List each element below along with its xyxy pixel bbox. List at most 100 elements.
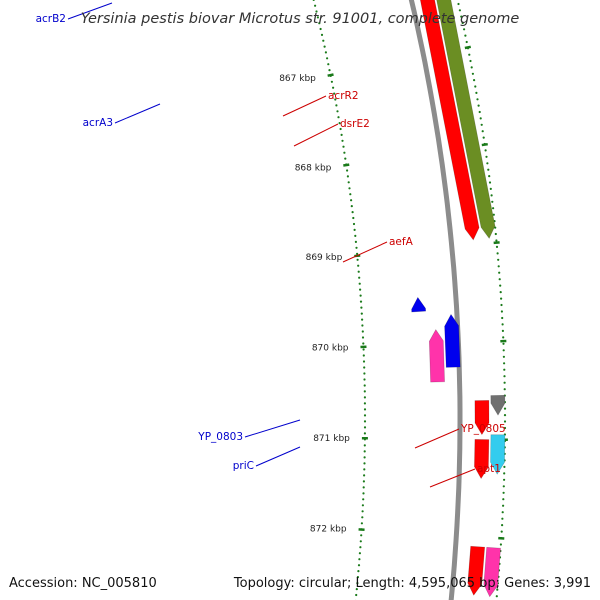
gene-magenta_end[interactable] [483,546,501,598]
gene-red_end[interactable] [467,545,486,596]
inner-ruler-dot [344,157,347,160]
outer-ruler-dot [494,226,497,229]
inner-ruler-dot [346,169,349,172]
inner-ruler-dot [362,480,365,483]
outer-ruler-dot [501,524,504,527]
outer-ruler-dot [500,297,503,300]
inner-ruler-dot [363,366,366,369]
gene-label-dsrE2[interactable]: dsrE2 [340,118,370,130]
inner-ruler-dot [363,444,366,447]
outer-ruler-dot [501,517,504,520]
inner-ruler-dot [349,193,352,196]
outer-ruler-dot [475,91,478,94]
gene-red_small2[interactable] [474,400,490,436]
gene-red_long[interactable] [401,0,480,241]
inner-ruler-dot [363,432,366,435]
outer-ruler-dot [469,59,472,63]
gene-label-priC[interactable]: priC [233,460,254,472]
gene-priC[interactable] [444,313,461,368]
outer-ruler-dot [470,66,473,69]
inner-ruler-dot [363,420,367,423]
inner-ruler-dot [359,540,362,543]
kbp-tick-mark [481,142,488,147]
outer-ruler-dot [502,355,505,358]
kbp-tick-label: 872 kbp [310,525,347,535]
inner-ruler-dot [357,564,361,567]
inner-ruler-dot [315,10,318,13]
outer-ruler-dot [476,98,479,101]
inner-ruler-dot [361,324,364,327]
inner-ruler-dot [348,187,351,190]
kbp-tick-mark [464,45,471,50]
outer-ruler-dot [496,252,499,255]
outer-ruler-dot [479,117,482,120]
gene-label-acrA3[interactable]: acrA3 [83,117,113,129]
inner-ruler-dot [362,498,365,501]
inner-ruler-dot [359,546,362,549]
inner-ruler-dot [358,276,361,279]
inner-ruler-dot [363,456,366,459]
gene-YP_0805[interactable] [490,394,506,416]
outer-ruler-dot [499,291,502,294]
outer-ruler-dot [499,284,502,287]
kbp-tick-mark [493,241,500,245]
outer-ruler-dot [502,336,505,339]
inner-ruler-dot [358,282,361,285]
outer-ruler-dot [500,303,503,307]
inner-ruler-dot [359,300,363,303]
gene-label-acrR2[interactable]: acrR2 [328,90,359,102]
inner-ruler-dot [363,462,366,465]
outer-ruler-dot [502,349,505,352]
outer-ruler-dot [501,316,504,320]
outer-ruler-dot [497,265,500,268]
outer-ruler-dot [503,414,507,417]
label-leader-aefA [342,241,388,263]
label-leader-acrA3 [114,103,161,124]
gene-red_small3[interactable] [474,439,490,480]
inner-ruler-dot [359,294,362,297]
outer-ruler-dot [503,362,506,365]
inner-ruler-dot [358,558,361,561]
outer-ruler-dot [488,181,492,184]
outer-ruler-dot [464,34,467,37]
label-leader-apt1 [429,468,476,488]
gene-label-YP_0805[interactable]: YP_0805 [460,423,506,435]
outer-ruler-dot [458,9,461,12]
inner-ruler-dot [314,4,317,7]
gene-apt1[interactable] [490,434,506,475]
gene-magenta1[interactable] [428,329,445,383]
inner-ruler-dot [361,330,364,333]
outer-ruler-dot [463,28,466,31]
outer-ruler-dot [496,588,499,591]
outer-ruler-dot [481,130,484,133]
inner-ruler-dot [362,486,365,489]
inner-ruler-dot [363,378,366,381]
inner-ruler-dot [343,151,346,154]
gene-label-YP_0803[interactable]: YP_0803 [197,431,243,443]
label-leader-acrB2 [67,2,113,20]
outer-ruler-dot [488,175,491,178]
inner-ruler-dot [363,414,367,417]
gene-aefA[interactable] [417,0,496,239]
outer-ruler-dot [474,85,477,88]
inner-ruler-dot [362,342,365,345]
inner-ruler-dot [357,270,360,273]
outer-ruler-dot [490,194,493,197]
outer-ruler-dot [461,21,464,25]
gene-YP_0803[interactable] [411,296,427,313]
inner-ruler-dot [355,588,358,591]
outer-ruler-dot [489,187,492,190]
outer-ruler-dot [503,368,506,371]
gene-label-aefA[interactable]: aefA [389,236,414,248]
inner-ruler-dot [363,384,366,387]
inner-ruler-dot [347,181,350,184]
gene-label-apt1[interactable]: apt1 [477,463,501,475]
outer-ruler-dot [484,149,487,152]
inner-ruler-dot [322,39,325,42]
inner-ruler-dot [361,336,365,339]
outer-ruler-dot [485,155,488,158]
gene-label-acrB2[interactable]: acrB2 [36,13,66,25]
kbp-tick-label: 868 kbp [295,163,332,173]
outer-ruler-dot [503,381,506,384]
inner-ruler-dot [363,372,366,375]
